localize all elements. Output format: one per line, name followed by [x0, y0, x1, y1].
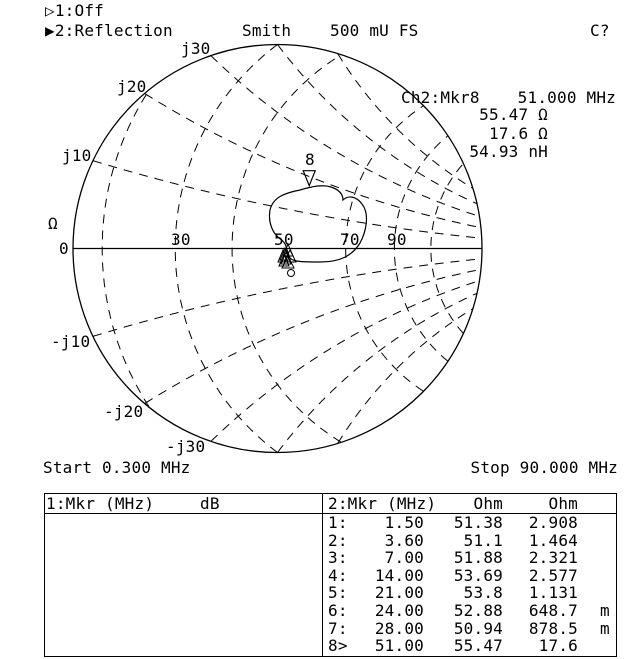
reactance-arc-40	[277, 44, 478, 205]
table-row-resistance: 53.69	[453, 565, 503, 585]
table-row-frequency: 21.00	[374, 583, 424, 603]
table-row-reactance: 2.321	[528, 548, 578, 568]
reactance-arc--10	[92, 258, 482, 337]
reactance-arc--40	[277, 292, 478, 453]
marker-ring-icon	[287, 269, 295, 277]
marker-7-icon	[283, 248, 297, 263]
table-row-frequency: 7.00	[384, 548, 424, 568]
marker-readout-title: Ch2:Mkr8	[401, 88, 480, 107]
table-row-resistance: 51.38	[453, 513, 503, 532]
table-row-reactance: 17.6	[538, 636, 578, 656]
real-label-70: 70	[340, 230, 360, 249]
status-indicator: C?	[590, 21, 610, 40]
table-row-frequency: 1.50	[384, 513, 424, 532]
table-row-resistance: 50.94	[453, 618, 503, 638]
real-label-0: 0	[59, 239, 69, 258]
table-row-reactance: 1.131	[528, 583, 578, 603]
reactance-label-j10: j10	[62, 146, 92, 165]
sweep-stop[interactable]: Stop 90.000 MHz	[470, 458, 618, 477]
table-row-resistance: 55.47	[453, 636, 503, 656]
impedance-trace	[268, 185, 368, 263]
table-column-divider	[322, 494, 323, 656]
table-row-index: 7:	[328, 618, 348, 638]
reactance-label-j20: j20	[117, 77, 147, 96]
active-marker-label: 8	[305, 150, 315, 169]
reactance-arc-30	[210, 55, 480, 217]
reactance-label-mj10: -j10	[51, 332, 91, 351]
channel-1-status[interactable]: ▷1:Off	[45, 3, 104, 19]
table-row-index: 1:	[328, 513, 348, 532]
table2-header-mkr: 2:Mkr (MHz)	[328, 494, 437, 513]
reactance-label-mj20: -j20	[104, 402, 144, 421]
table-row-frequency: 28.00	[374, 618, 424, 638]
table-row-resistance: 51.1	[463, 530, 503, 550]
table1-header-mkr: 1:Mkr (MHz)	[46, 494, 155, 513]
marker-table: 1:Mkr (MHz) dB 2:Mkr (MHz) Ohm Ohm 1: 1.5…	[44, 493, 617, 657]
filled-triangle-icon: ▶	[45, 21, 55, 40]
table-row-reactance: 2.908	[528, 513, 578, 532]
table-row-index: 5:	[328, 583, 348, 603]
reactance-arc--20	[144, 268, 482, 404]
table-row-frequency: 24.00	[374, 601, 424, 620]
table1-header-unit: dB	[200, 494, 220, 513]
reactance-arc-10	[92, 160, 482, 239]
table-row-reactance: 2.577	[528, 565, 578, 585]
table-row-unit: m	[600, 618, 610, 638]
table-row-frequency: 51.00	[374, 636, 424, 656]
table-row-reactance: 648.7	[528, 601, 578, 620]
table-row-frequency: 3.60	[384, 530, 424, 550]
reactance-label-j30: j30	[181, 39, 211, 58]
table-row-index: 6:	[328, 601, 348, 620]
reactance-arc-50	[337, 53, 473, 189]
reactance-label-mj30: -j30	[166, 437, 206, 456]
format-label: Smith	[242, 21, 292, 40]
hollow-triangle-icon: ▷	[45, 1, 55, 20]
table-row-reactance: 1.464	[528, 530, 578, 550]
reactance-arc--30	[210, 280, 480, 442]
table2-header-col1: Ohm	[473, 494, 503, 513]
reactance-arc--50	[337, 308, 473, 444]
scale-label: 500 mU FS	[330, 21, 419, 40]
table-row-index: 2:	[328, 530, 348, 550]
active-marker-8-icon	[302, 170, 317, 188]
marker-readout-inductance: 54.93 nH	[469, 142, 548, 161]
ohm-label: Ω	[48, 214, 58, 233]
table2-header-col2: Ohm	[548, 494, 578, 513]
table-row-frequency: 14.00	[374, 565, 424, 585]
marker-6-icon	[277, 248, 289, 263]
reactance-arc-20	[144, 93, 482, 229]
table-row-index: 8>	[328, 636, 348, 656]
channel-2-status[interactable]: ▶2:Reflection	[45, 23, 173, 39]
channel-2-label: 2:Reflection	[54, 21, 173, 40]
resistance-circle-70	[345, 105, 424, 392]
table-header-divider	[45, 513, 616, 514]
table-row-resistance: 51.88	[453, 548, 503, 568]
marker-readout-reactance: 17.6 Ω	[489, 124, 548, 143]
smith-grid	[92, 44, 482, 453]
marker-cluster	[277, 242, 297, 277]
sweep-start[interactable]: Start 0.300 MHz	[43, 458, 191, 477]
table-row-resistance: 52.88	[453, 601, 503, 620]
marker-readout-resistance: 55.47 Ω	[479, 105, 548, 124]
table-row-reactance: 878.5	[528, 618, 578, 638]
marker-readout-frequency: 51.000 MHz	[517, 88, 616, 107]
real-label-90: 90	[387, 230, 407, 249]
channel-1-label: 1:Off	[54, 1, 105, 20]
table-row-index: 4:	[328, 565, 348, 585]
real-label-30: 30	[171, 230, 191, 249]
table-row-resistance: 53.8	[463, 583, 503, 603]
table-row-unit: m	[600, 601, 610, 620]
real-label-50: 50	[274, 230, 294, 249]
table-row-index: 3:	[328, 548, 348, 568]
